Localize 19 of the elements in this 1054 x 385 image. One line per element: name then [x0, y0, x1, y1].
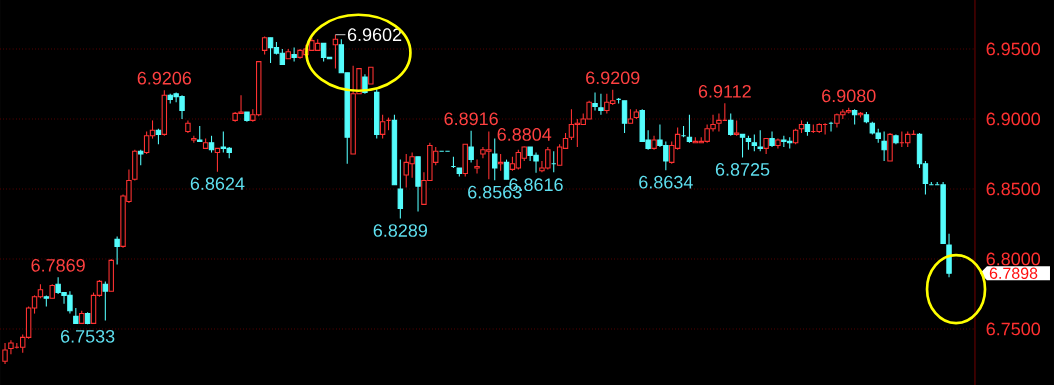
text: 6.7898 [989, 267, 1038, 279]
y-tick-label: 6.8500 [986, 182, 1041, 196]
y-tick-label: 6.9000 [986, 112, 1041, 126]
annotation: 6.9112 [698, 84, 751, 98]
annotation: 6.7533 [61, 329, 115, 343]
annotation: 6.7869 [31, 258, 85, 272]
annotation: 6.8289 [373, 224, 427, 237]
annotation: 6.9206 [137, 71, 192, 85]
annotation: 6.8804 [497, 128, 552, 141]
annotation: 6.8916 [444, 112, 498, 126]
y-tick-label: 6.9500 [986, 42, 1041, 56]
annotation: 6.8624 [190, 177, 245, 190]
annotation: 6.9080 [822, 89, 876, 103]
y-tick-label: 6.7500 [986, 322, 1041, 336]
annotation: 6.9602 [347, 28, 402, 42]
annotation: 6.8634 [639, 175, 693, 189]
annotation: 6.9209 [586, 71, 640, 85]
y-tick-label: 6.8000 [986, 252, 1041, 266]
annotation: 6.8725 [715, 163, 770, 176]
